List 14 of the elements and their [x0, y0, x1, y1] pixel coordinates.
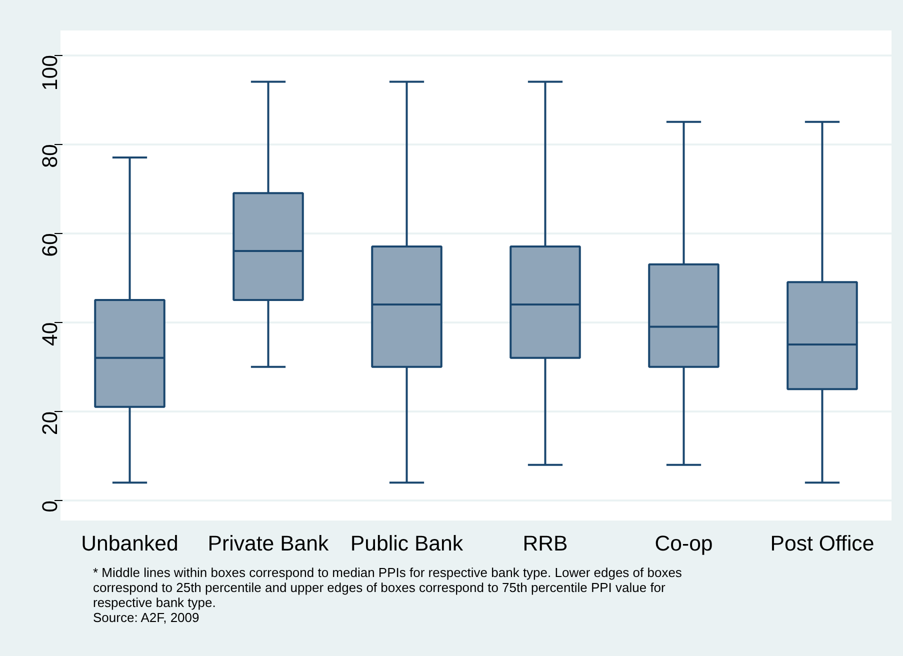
y-tick-label: 80	[38, 144, 62, 168]
x-tick-label: Private Bank	[208, 532, 330, 556]
x-tick-label: Unbanked	[81, 532, 178, 556]
y-tick-label: 40	[38, 322, 62, 346]
x-tick-label: Post Office	[770, 532, 874, 556]
y-tick-label: 60	[38, 233, 62, 257]
text: * Middle lines within boxes correspond to median PPIs for respective bank type. Lower edges of boxes correspond to 25th percentile and upper edges of boxes correspond to 75th percentile PPI value for respective bank type.	[93, 565, 682, 610]
y-tick-label: 0	[38, 500, 62, 512]
x-tick-label: RRB	[522, 532, 568, 556]
y-tick-label: 100	[38, 54, 62, 91]
y-tick-label: 20	[38, 411, 62, 436]
x-tick-label: Co-op	[654, 532, 713, 556]
x-tick-label: Public Bank	[350, 532, 464, 556]
source-note: Source: A2F, 2009	[93, 610, 200, 625]
